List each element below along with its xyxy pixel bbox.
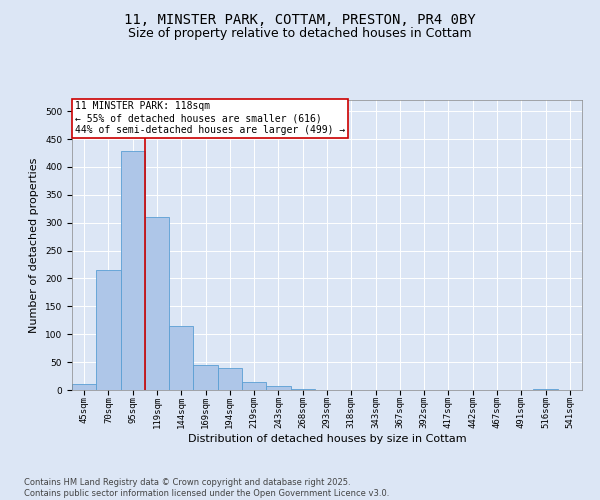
Text: 11, MINSTER PARK, COTTAM, PRESTON, PR4 0BY: 11, MINSTER PARK, COTTAM, PRESTON, PR4 0… — [124, 12, 476, 26]
Bar — [193, 365, 218, 390]
Y-axis label: Number of detached properties: Number of detached properties — [29, 158, 40, 332]
Bar — [218, 368, 242, 390]
Bar — [242, 382, 266, 390]
Text: 11 MINSTER PARK: 118sqm
← 55% of detached houses are smaller (616)
44% of semi-d: 11 MINSTER PARK: 118sqm ← 55% of detache… — [74, 102, 345, 134]
Bar — [145, 217, 169, 390]
Bar — [72, 384, 96, 390]
Text: Size of property relative to detached houses in Cottam: Size of property relative to detached ho… — [128, 28, 472, 40]
Bar — [121, 152, 145, 390]
Bar — [169, 326, 193, 390]
Text: Contains HM Land Registry data © Crown copyright and database right 2025.
Contai: Contains HM Land Registry data © Crown c… — [24, 478, 389, 498]
Bar — [96, 270, 121, 390]
X-axis label: Distribution of detached houses by size in Cottam: Distribution of detached houses by size … — [188, 434, 466, 444]
Bar — [266, 386, 290, 390]
